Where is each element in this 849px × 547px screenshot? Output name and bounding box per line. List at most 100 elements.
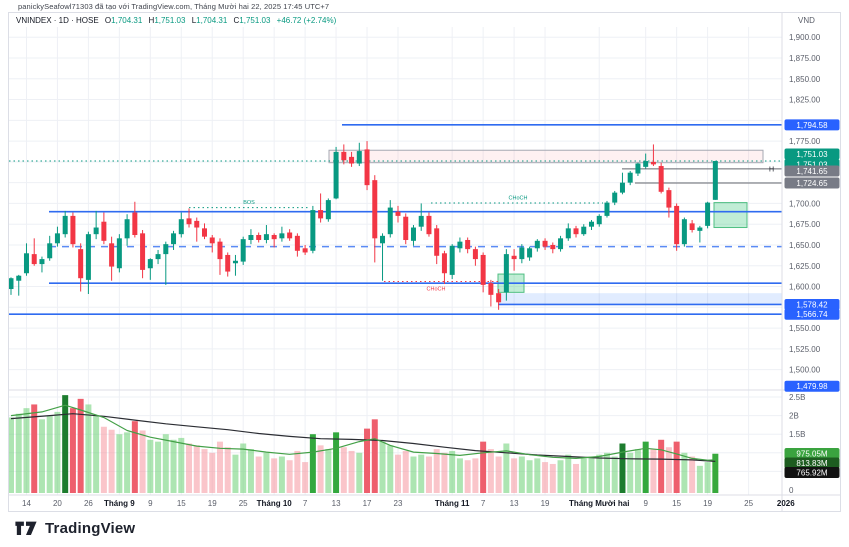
volume-bar [588, 456, 595, 493]
candle [163, 244, 169, 255]
volume-bar [147, 439, 154, 493]
candle [418, 215, 424, 227]
svg-text:765.92M: 765.92M [796, 469, 827, 478]
candle [39, 259, 45, 265]
volume-bar [472, 458, 479, 493]
candle [434, 228, 440, 256]
open-value: 1,704.31 [111, 16, 143, 25]
volume-bar [108, 429, 115, 493]
volume-bar [371, 419, 378, 493]
tradingview-logo-text: TradingView [45, 519, 136, 537]
candle [333, 151, 339, 199]
candle [542, 240, 548, 247]
axis-pill [784, 177, 840, 189]
symbol-title[interactable]: VNINDEX · 1D · HOSE [16, 16, 99, 25]
volume-bar [155, 441, 162, 493]
volume-bar [580, 458, 587, 493]
volume-bar [402, 450, 409, 493]
candle [596, 215, 602, 225]
price-tick: 1,625.00 [789, 262, 821, 271]
candle [186, 218, 192, 225]
volume-bar [449, 450, 456, 493]
candle [318, 210, 324, 219]
volume-bar [302, 462, 309, 493]
volume-bar [611, 456, 618, 493]
volume-bar [395, 454, 401, 493]
axis-pill [784, 308, 840, 320]
volume-bar [456, 458, 463, 493]
volume-bar [46, 415, 53, 493]
chart-widget[interactable]: VNINDEX · 1D · HOSE O1,704.31 H1,751.03 … [8, 12, 841, 512]
candle [23, 253, 29, 274]
volume-bar [77, 398, 84, 493]
volume-bar [712, 453, 719, 493]
axes[interactable]: VND 1,900.00 1,875.00 1,850.00 1,825.00 1,775… [9, 13, 840, 511]
candle [341, 151, 347, 161]
candlestick-chart[interactable]: H BOS CHoCH CHoCH VND 1,900.00 1,875.00 1,850… [8, 13, 840, 511]
volume-bar [511, 458, 518, 493]
volume-bar [240, 443, 247, 493]
time-tick: 26 [84, 499, 93, 508]
axis-pill [784, 119, 840, 131]
demand-zone-high [713, 202, 748, 229]
svg-text:1,794.58: 1,794.58 [796, 121, 828, 130]
candle [380, 235, 386, 244]
volume-bar [650, 449, 657, 493]
candle [681, 219, 687, 245]
candle [395, 211, 401, 216]
attribution-text: panickySeafowl71303 đã tạo với TradingVi… [18, 2, 330, 11]
time-tick: 15 [672, 499, 681, 508]
candle [403, 216, 409, 240]
candle [534, 240, 540, 249]
volume-bar [348, 450, 355, 493]
candle [178, 219, 184, 235]
volume-bar [224, 447, 231, 493]
candle [712, 161, 718, 200]
axis-pill [784, 457, 840, 469]
candle [449, 245, 455, 275]
volume-bar [418, 454, 425, 493]
candle [287, 232, 293, 239]
candle [109, 243, 115, 267]
svg-text:1,751.03: 1,751.03 [796, 150, 828, 159]
close-label: C [233, 16, 240, 25]
volume-bar [170, 439, 177, 493]
candle [387, 207, 393, 235]
candle [465, 239, 471, 250]
volume-bar [193, 445, 200, 493]
volume-bar [116, 434, 123, 493]
candle [581, 226, 587, 235]
high-label: H [148, 16, 155, 25]
candle [573, 228, 579, 235]
axis-pill [784, 448, 840, 459]
candle [116, 238, 122, 269]
volume-bar [100, 426, 107, 493]
symbol-ohlc-row[interactable]: VNINDEX · 1D · HOSE O1,704.31 H1,751.03 … [16, 16, 336, 25]
candle [62, 215, 68, 235]
volume-bar [464, 460, 471, 493]
time-tick: 25 [239, 499, 248, 508]
axis-pill [784, 467, 840, 478]
volume-bar [294, 450, 301, 493]
candle [101, 221, 107, 241]
price-axis-unit: VND [798, 16, 815, 25]
supply-zone [328, 149, 764, 164]
volume-bar [162, 434, 169, 493]
drawn-zones[interactable] [328, 149, 782, 305]
volume-bar [31, 404, 38, 493]
volume-bar [124, 432, 131, 493]
tradingview-logo[interactable]: TradingView [14, 518, 135, 538]
candle [140, 233, 146, 270]
candle [78, 249, 84, 279]
volume-bar [627, 452, 634, 493]
candle [511, 255, 517, 260]
time-tick: 7 [303, 499, 308, 508]
structure-label: CHoCH [509, 196, 528, 202]
candle [232, 260, 238, 264]
volume-bar [263, 452, 270, 493]
candle [674, 205, 680, 245]
change-value: +46.72 (+2.74%) [276, 16, 337, 25]
close-value: 1,751.03 [239, 16, 271, 25]
candle [666, 190, 672, 208]
